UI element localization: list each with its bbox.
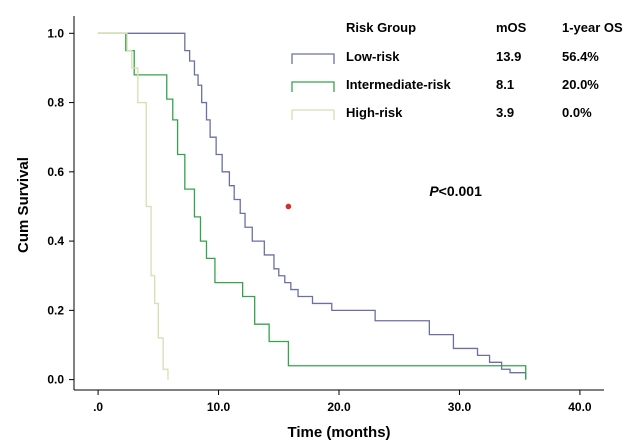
legend-mos-intermediate-risk: 8.1 (496, 77, 514, 92)
x-ticks: .0 10.0 20.0 30.0 40.0 (93, 390, 592, 414)
legend: Risk Group mOS 1-year OS Low-risk 13.9 56.… (291, 20, 623, 120)
x-tick-label: 40.0 (568, 400, 592, 414)
x-tick-label: .0 (93, 400, 103, 414)
x-axis-title: Time (months) (287, 424, 390, 441)
legend-header-group: Risk Group (346, 20, 416, 35)
legend-header-os1y: 1-year OS (562, 20, 623, 35)
highlight-point (285, 203, 292, 210)
legend-swatch-high-risk (291, 109, 335, 120)
x-tick-label: 10.0 (207, 400, 231, 414)
x-axis: .0 10.0 20.0 30.0 40.0 (74, 389, 604, 414)
y-tick-label: 0.4 (47, 234, 64, 248)
legend-os1y-low-risk: 56.4% (562, 49, 599, 64)
survival-curves (98, 32, 527, 380)
legend-header-mos: mOS (496, 20, 527, 35)
y-tick-label: 1.0 (47, 26, 64, 40)
legend-swatch-intermediate-risk (291, 81, 335, 92)
y-axis-title: Cum Survival (15, 157, 32, 253)
y-ticks: 0.0 0.2 0.4 0.6 0.8 1.0 (47, 26, 74, 387)
legend-name-low-risk: Low-risk (346, 49, 400, 64)
curve-intermediate-risk (98, 32, 527, 380)
legend-mos-low-risk: 13.9 (496, 49, 521, 64)
x-tick-label: 20.0 (327, 400, 351, 414)
legend-os1y-high-risk: 0.0% (562, 105, 592, 120)
legend-swatch-low-risk (291, 53, 335, 64)
legend-name-intermediate-risk: Intermediate-risk (346, 77, 452, 92)
x-tick-label: 30.0 (448, 400, 472, 414)
y-tick-label: 0.6 (47, 165, 64, 179)
curve-high-risk (98, 32, 169, 380)
p-value-annotation: P<0.001 (429, 183, 482, 199)
p-value-symbol: P (429, 183, 439, 199)
p-value-text: <0.001 (439, 183, 482, 199)
y-tick-label: 0.8 (47, 96, 64, 110)
y-tick-label: 0.2 (47, 303, 64, 317)
legend-mos-high-risk: 3.9 (496, 105, 514, 120)
curve-low-risk (98, 32, 527, 380)
y-axis: 0.0 0.2 0.4 0.6 0.8 1.0 (47, 16, 75, 390)
legend-name-high-risk: High-risk (346, 105, 403, 120)
y-tick-label: 0.0 (47, 373, 64, 387)
legend-os1y-intermediate-risk: 20.0% (562, 77, 599, 92)
